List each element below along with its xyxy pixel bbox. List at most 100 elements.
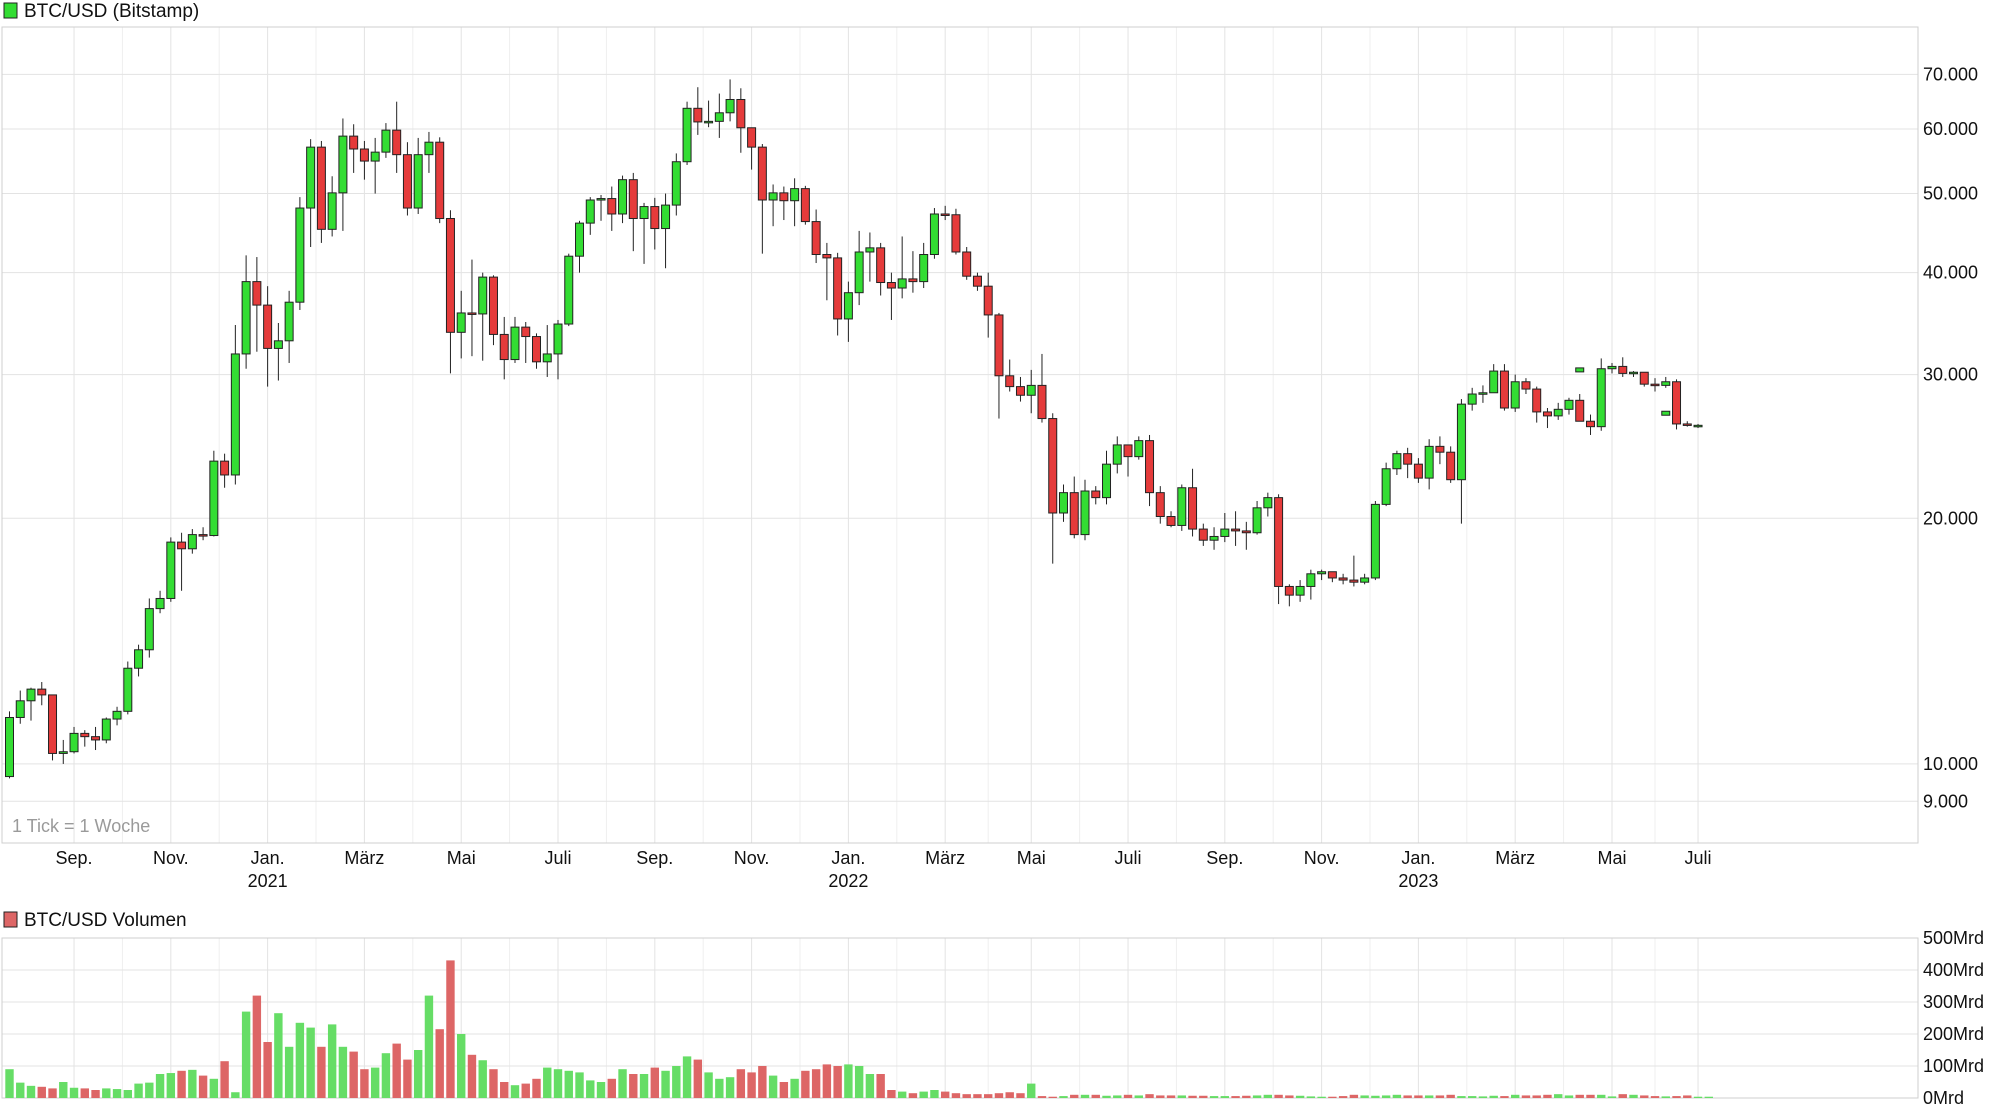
candle-body <box>650 206 660 230</box>
volume-bar <box>231 1092 240 1098</box>
candle-body <box>187 534 197 550</box>
price-marker <box>1575 367 1585 373</box>
candle-body <box>1134 440 1144 458</box>
candle-body <box>1607 365 1617 370</box>
candle-body <box>424 141 434 156</box>
candle-body <box>1123 444 1133 458</box>
candle-body <box>230 353 240 476</box>
volume-bar <box>1650 1096 1660 1098</box>
candle-body <box>757 146 767 201</box>
candle-body <box>435 141 445 220</box>
volume-bar <box>575 1072 584 1098</box>
volume-bar <box>1478 1096 1488 1098</box>
volume-y-tick-label: 200Mrd <box>1923 1024 1984 1044</box>
candle-body <box>1188 487 1198 530</box>
volume-bar <box>1177 1095 1186 1098</box>
candle-body <box>1489 370 1499 394</box>
x-tick-label: Juli <box>544 848 571 868</box>
candle-body <box>747 127 757 148</box>
candle-body <box>80 732 90 738</box>
candle-body <box>5 716 14 778</box>
candle-body <box>1564 399 1574 410</box>
candle-body <box>1650 383 1660 387</box>
volume-y-tick-label: 400Mrd <box>1923 960 1984 980</box>
price-y-axis: 70.000 60.000 50.000 40.000 30.000 20.000 10.0… <box>1923 64 1978 811</box>
volume-bar <box>1640 1095 1649 1098</box>
candle-body <box>69 732 79 753</box>
x-tick-label: Jan. <box>1401 848 1435 868</box>
volume-bar <box>306 1027 315 1098</box>
candle-body <box>349 135 359 150</box>
candle-body <box>1672 381 1682 425</box>
candle-body <box>1241 530 1251 534</box>
price-chart-title: BTC/USD (Bitstamp) <box>24 1 199 22</box>
volume-bar <box>166 1073 176 1098</box>
volume-bar <box>790 1078 799 1098</box>
volume-bar <box>220 1061 229 1098</box>
candle-body <box>682 107 692 163</box>
volume-bar <box>844 1064 853 1098</box>
candle-body <box>736 98 746 129</box>
volume-legend-swatch <box>3 911 18 928</box>
candle-body <box>478 276 488 315</box>
candle-body <box>607 198 617 215</box>
candle-body <box>456 312 466 333</box>
volume-bar <box>26 1085 36 1098</box>
candle-body <box>1026 384 1036 396</box>
candle-body <box>1209 535 1219 541</box>
candle-body <box>1467 393 1477 405</box>
volume-bar <box>5 1069 14 1098</box>
volume-bar <box>639 1074 649 1098</box>
candle-body <box>1263 497 1273 509</box>
candle-body <box>1542 411 1552 417</box>
volume-bar <box>736 1069 746 1098</box>
candle-body <box>1370 503 1380 579</box>
candle-body <box>1575 399 1585 422</box>
volume-bar <box>1618 1094 1627 1098</box>
candle-body <box>284 301 294 342</box>
volume-bar <box>704 1072 713 1098</box>
volume-bar <box>1371 1095 1380 1098</box>
volume-bar <box>91 1090 100 1098</box>
volume-bar <box>1263 1094 1273 1098</box>
y-tick-label: 20.000 <box>1923 508 1978 528</box>
candle-body <box>897 278 907 289</box>
candle-body <box>1338 577 1348 581</box>
volume-bar <box>973 1094 982 1098</box>
x-tick-label: März <box>344 848 384 868</box>
candle-body <box>359 148 369 162</box>
volume-bar <box>349 1051 358 1098</box>
price-legend-swatch <box>3 2 18 19</box>
candle-body <box>1424 445 1434 479</box>
volume-bar <box>360 1069 369 1098</box>
x-year-label: 2023 <box>1398 871 1438 891</box>
volume-bar <box>435 1029 444 1098</box>
candle-body <box>381 129 391 153</box>
volume-bar <box>1554 1094 1563 1098</box>
volume-bar <box>693 1059 703 1098</box>
candle-body <box>1446 451 1456 481</box>
y-tick-label: 40.000 <box>1923 263 1978 283</box>
volume-bar <box>887 1090 896 1098</box>
volume-bar <box>1328 1096 1337 1098</box>
candle-body <box>865 247 875 253</box>
candlestick-series <box>5 79 1703 779</box>
volume-bar <box>1091 1094 1100 1098</box>
x-tick-label: Jan. <box>251 848 285 868</box>
candle-body <box>144 608 154 651</box>
candle-body <box>101 718 111 741</box>
candle-body <box>1510 381 1520 409</box>
volume-bar <box>1037 1096 1047 1098</box>
volume-bar <box>1607 1096 1617 1098</box>
volume-bar <box>543 1067 552 1098</box>
candle-body <box>618 179 628 215</box>
volume-bar <box>1467 1096 1477 1098</box>
candle-body <box>919 254 929 283</box>
candle-body <box>499 333 509 361</box>
volume-bar <box>1242 1095 1251 1098</box>
volume-bar <box>650 1067 659 1098</box>
volume-bar <box>1564 1095 1574 1098</box>
volume-bar <box>930 1090 939 1098</box>
candle-body <box>972 275 982 287</box>
volume-bar <box>370 1067 380 1098</box>
